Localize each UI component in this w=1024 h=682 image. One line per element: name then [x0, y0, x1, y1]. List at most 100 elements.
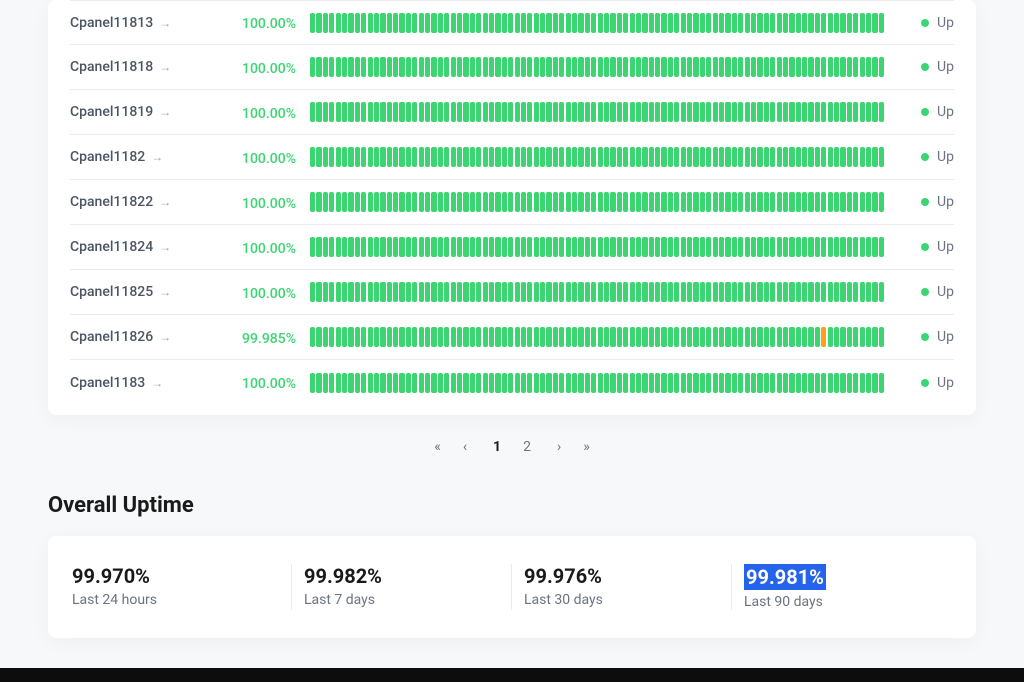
uptime-bar: [336, 147, 341, 167]
uptime-bar: [796, 13, 801, 33]
uptime-bar: [668, 327, 673, 347]
arrow-right-icon: →: [159, 61, 171, 73]
uptime-bar: [425, 147, 430, 167]
page-prev[interactable]: ‹: [459, 437, 471, 457]
uptime-bar: [508, 373, 513, 393]
uptime-bar: [719, 147, 724, 167]
uptime-bar: [515, 102, 520, 122]
uptime-bar: [866, 327, 871, 347]
server-link[interactable]: Cpanel11824→: [70, 239, 240, 255]
uptime-bar: [655, 13, 660, 33]
uptime-bar: [463, 282, 468, 302]
uptime-bar: [713, 282, 718, 302]
uptime-bar: [630, 102, 635, 122]
uptime-bars[interactable]: [310, 102, 884, 122]
uptime-bar: [764, 192, 769, 212]
uptime-bar: [687, 282, 692, 302]
uptime-bar: [566, 282, 571, 302]
uptime-bar: [438, 373, 443, 393]
uptime-bar: [527, 192, 532, 212]
uptime-bar: [348, 237, 353, 257]
uptime-bar: [483, 282, 488, 302]
uptime-bar: [860, 102, 865, 122]
uptime-bar: [515, 57, 520, 77]
server-link[interactable]: Cpanel11826→: [70, 329, 240, 345]
uptime-bars[interactable]: [310, 327, 884, 347]
uptime-bar: [808, 13, 813, 33]
uptime-bar: [655, 102, 660, 122]
uptime-bar: [489, 57, 494, 77]
uptime-bar: [789, 327, 794, 347]
uptime-bar: [853, 282, 858, 302]
uptime-bar: [540, 373, 545, 393]
uptime-bar: [336, 57, 341, 77]
server-link[interactable]: Cpanel11813→: [70, 15, 240, 31]
uptime-bars[interactable]: [310, 147, 884, 167]
uptime-bar: [534, 282, 539, 302]
uptime-bar: [847, 282, 852, 302]
uptime-bar: [802, 327, 807, 347]
uptime-bar: [559, 373, 564, 393]
uptime-bars[interactable]: [310, 192, 884, 212]
uptime-bar: [534, 57, 539, 77]
page-next[interactable]: ›: [553, 437, 565, 457]
uptime-bar: [725, 13, 730, 33]
page-last[interactable]: »: [579, 437, 594, 457]
uptime-bar: [310, 57, 315, 77]
uptime-bar: [489, 102, 494, 122]
uptime-bar: [559, 147, 564, 167]
uptime-bar: [789, 237, 794, 257]
server-link[interactable]: Cpanel11818→: [70, 59, 240, 75]
uptime-bar: [610, 373, 615, 393]
arrow-right-icon: →: [159, 196, 171, 208]
uptime-bar: [406, 147, 411, 167]
page-number[interactable]: 2: [519, 437, 535, 457]
uptime-bar: [553, 237, 558, 257]
uptime-bar: [840, 13, 845, 33]
uptime-bars[interactable]: [310, 13, 884, 33]
uptime-bar: [719, 282, 724, 302]
server-link[interactable]: Cpanel11819→: [70, 104, 240, 120]
server-link[interactable]: Cpanel11822→: [70, 194, 240, 210]
uptime-bar: [316, 147, 321, 167]
server-link[interactable]: Cpanel1182→: [70, 149, 240, 165]
uptime-bar: [642, 282, 647, 302]
uptime-bar: [495, 237, 500, 257]
server-link[interactable]: Cpanel1183→: [70, 375, 240, 391]
uptime-bar: [642, 237, 647, 257]
uptime-bar: [738, 237, 743, 257]
page-first[interactable]: «: [430, 437, 445, 457]
status-dot-icon: [921, 153, 929, 161]
uptime-bar: [700, 373, 705, 393]
uptime-bar: [604, 192, 609, 212]
uptime-bar: [598, 327, 603, 347]
uptime-bar: [757, 57, 762, 77]
uptime-bar: [342, 237, 347, 257]
uptime-bar: [719, 327, 724, 347]
uptime-bar: [789, 102, 794, 122]
uptime-bars[interactable]: [310, 57, 884, 77]
uptime-bars[interactable]: [310, 373, 884, 393]
uptime-bar: [540, 102, 545, 122]
uptime-bars[interactable]: [310, 282, 884, 302]
uptime-bar: [668, 237, 673, 257]
uptime-bar: [578, 147, 583, 167]
arrow-right-icon: →: [159, 241, 171, 253]
uptime-bar: [355, 57, 360, 77]
uptime-bar: [534, 147, 539, 167]
server-link[interactable]: Cpanel11825→: [70, 284, 240, 300]
uptime-bar: [706, 373, 711, 393]
uptime-bar: [693, 102, 698, 122]
uptime-bar: [872, 147, 877, 167]
uptime-bar: [777, 237, 782, 257]
uptime-bar: [431, 147, 436, 167]
uptime-bar: [355, 192, 360, 212]
page-number[interactable]: 1: [489, 437, 505, 457]
uptime-bar: [770, 327, 775, 347]
uptime-bar: [796, 327, 801, 347]
uptime-bar: [374, 13, 379, 33]
uptime-bar: [815, 237, 820, 257]
uptime-bars[interactable]: [310, 237, 884, 257]
uptime-bar: [834, 13, 839, 33]
uptime-bar: [495, 327, 500, 347]
